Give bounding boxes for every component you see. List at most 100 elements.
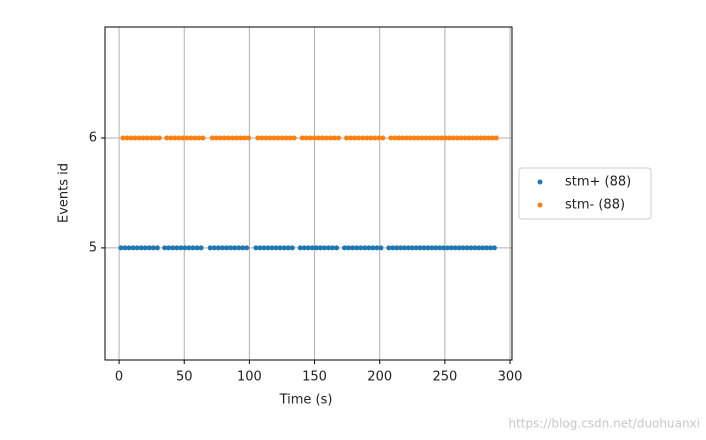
point [279,135,285,141]
point [213,135,219,141]
point [242,135,248,141]
point [334,245,340,251]
point [444,245,450,251]
point [456,245,462,251]
point [480,245,486,251]
point [253,245,259,251]
point [263,135,269,141]
watermark: https://blog.csdn.net/duohuanxi [508,417,700,431]
point [478,135,484,141]
point [466,135,472,141]
point [460,245,466,251]
point [207,245,213,251]
point [429,245,435,251]
point [317,245,323,251]
point [277,245,283,251]
point [238,135,244,141]
point [168,135,174,141]
point [261,245,267,251]
point [443,135,449,141]
point [358,245,364,251]
point [368,135,374,141]
point [148,135,154,141]
point [448,245,454,251]
legend-marker [537,179,543,185]
point [468,245,474,251]
point [482,135,488,141]
point [136,135,142,141]
point [291,135,297,141]
point [188,135,194,141]
x-tick-label: 250 [432,370,457,385]
point [386,245,392,251]
point [421,245,427,251]
point [405,245,411,251]
y-tick-label: 6 [89,131,97,146]
point [180,135,186,141]
point [225,135,231,141]
point [122,245,128,251]
point [435,135,441,141]
point [240,245,246,251]
point [450,135,456,141]
point [257,245,263,251]
point [198,245,204,251]
point [362,245,368,251]
x-tick-label: 100 [237,370,262,385]
x-tick-label: 150 [302,370,327,385]
point [154,245,160,251]
point [190,245,196,251]
point [330,245,336,251]
point [452,245,458,251]
point [140,135,146,141]
point [285,245,291,251]
point [301,245,307,251]
point [120,135,126,141]
point [493,135,499,141]
point [299,135,305,141]
point [283,135,289,141]
point [454,135,460,141]
point [360,135,366,141]
point [152,135,158,141]
point [215,245,221,251]
point [232,245,238,251]
point [327,135,333,141]
point [343,135,349,141]
point [346,245,352,251]
y-axis-label: Events id [57,163,72,223]
point [378,245,384,251]
point [313,245,319,251]
point [309,245,315,251]
point [403,135,409,141]
point [255,135,261,141]
point [413,245,419,251]
point [196,135,202,141]
point [401,245,407,251]
point [439,135,445,141]
point [211,245,217,251]
point [130,245,136,251]
point [487,245,493,251]
point [273,245,279,251]
point [464,245,470,251]
point [417,245,423,251]
point [246,135,252,141]
point [350,245,356,251]
point [392,135,398,141]
point [423,135,429,141]
point [376,135,382,141]
point [366,245,372,251]
point [470,135,476,141]
point [472,245,478,251]
point [124,135,130,141]
point [462,135,468,141]
legend-label: stm+ (88) [565,175,631,190]
point [172,135,178,141]
point [289,245,295,251]
point [275,135,281,141]
legend-box [518,167,652,220]
point [184,135,190,141]
point [200,135,206,141]
